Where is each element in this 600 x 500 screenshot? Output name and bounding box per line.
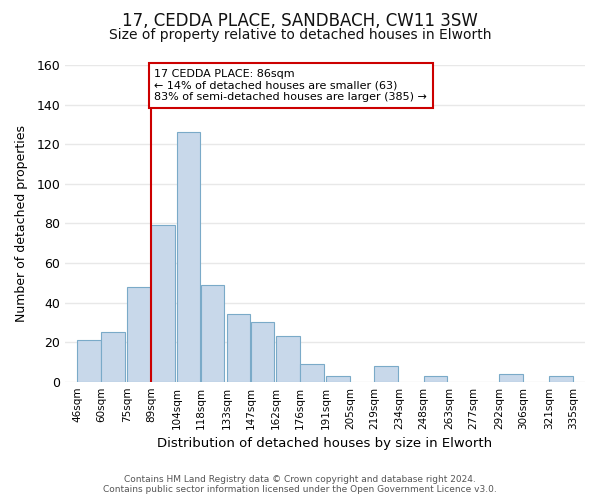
Bar (301, 364, 324, 382)
Bar (251, 322, 274, 382)
Bar (127, 286, 151, 382)
Bar (151, 226, 175, 382)
Bar (374, 366, 398, 382)
Bar (101, 332, 125, 382)
Bar (549, 376, 573, 382)
Bar (424, 376, 448, 382)
Text: Size of property relative to detached houses in Elworth: Size of property relative to detached ho… (109, 28, 491, 42)
Bar (227, 314, 250, 382)
Bar (77, 340, 101, 382)
Bar (499, 374, 523, 382)
Bar (326, 376, 350, 382)
X-axis label: Distribution of detached houses by size in Elworth: Distribution of detached houses by size … (157, 437, 493, 450)
Text: Contains HM Land Registry data © Crown copyright and database right 2024.
Contai: Contains HM Land Registry data © Crown c… (103, 474, 497, 494)
Bar (177, 132, 200, 382)
Text: 17, CEDDA PLACE, SANDBACH, CW11 3SW: 17, CEDDA PLACE, SANDBACH, CW11 3SW (122, 12, 478, 30)
Y-axis label: Number of detached properties: Number of detached properties (15, 125, 28, 322)
Text: 17 CEDDA PLACE: 86sqm
← 14% of detached houses are smaller (63)
83% of semi-deta: 17 CEDDA PLACE: 86sqm ← 14% of detached … (154, 69, 427, 102)
Bar (201, 284, 224, 382)
Bar (277, 336, 300, 382)
